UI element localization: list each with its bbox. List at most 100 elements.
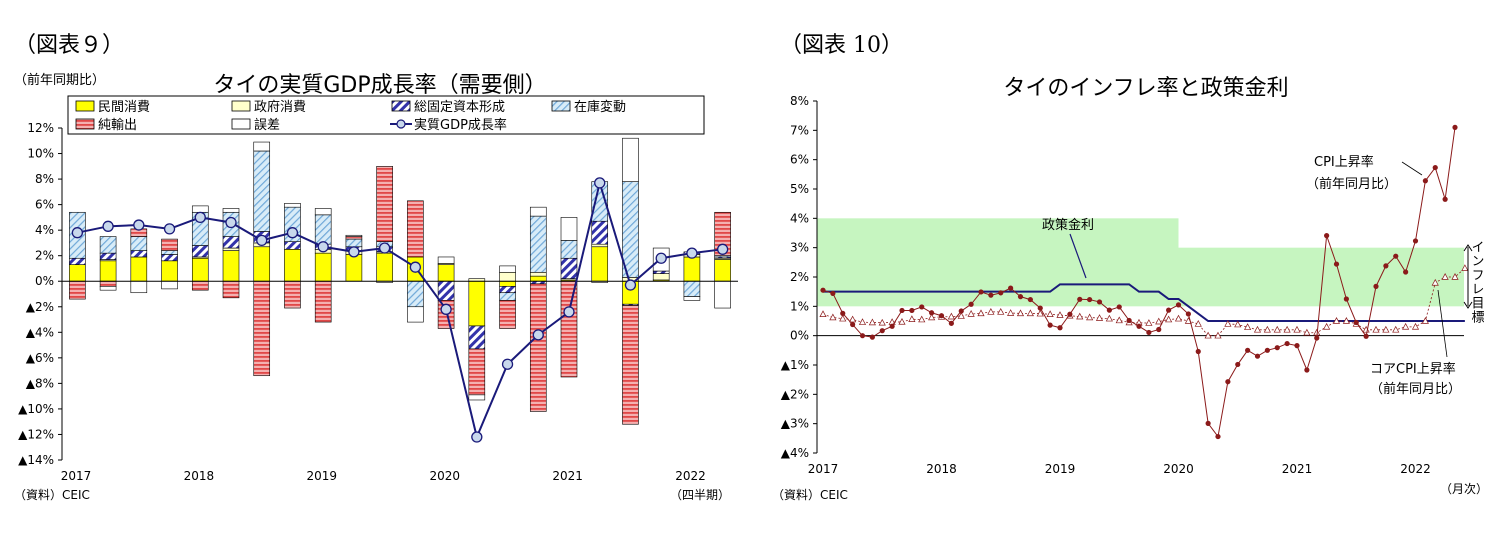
core-cpi-point bbox=[1431, 278, 1439, 286]
bar-error bbox=[284, 203, 301, 208]
cpi-point bbox=[1235, 361, 1241, 368]
legend-label-gfcf: 総固定資本形成 bbox=[414, 100, 505, 115]
core-cpi-point bbox=[1036, 309, 1044, 317]
gdp-point bbox=[655, 252, 667, 264]
bar-net_exports bbox=[222, 280, 240, 299]
target-band-arrow-down bbox=[1463, 301, 1473, 309]
gdp-point bbox=[348, 246, 360, 258]
cpi-point bbox=[1205, 420, 1211, 426]
core-cpi-point bbox=[957, 312, 965, 319]
gdp-point bbox=[440, 303, 452, 315]
cpi-point bbox=[1185, 311, 1191, 317]
bar-private bbox=[529, 275, 547, 282]
cpi-point bbox=[958, 308, 964, 314]
bar-error bbox=[468, 394, 486, 401]
bar-error bbox=[437, 256, 455, 264]
core-cpi-point bbox=[1105, 314, 1113, 322]
cpi-point bbox=[1314, 335, 1320, 341]
core-cpi-point bbox=[1007, 309, 1015, 316]
cpi-point bbox=[1284, 340, 1290, 347]
gdp-point bbox=[71, 227, 84, 239]
core-cpi-point bbox=[1332, 317, 1341, 324]
core-cpi-point bbox=[839, 314, 847, 322]
y-tick-label: ▲2% bbox=[26, 300, 54, 314]
bar-gfcf bbox=[161, 254, 178, 262]
cpi-point bbox=[1077, 296, 1083, 302]
bar-net_exports bbox=[499, 300, 516, 329]
cpi-point bbox=[968, 301, 974, 307]
core-cpi-point bbox=[898, 317, 906, 325]
core-cpi-point bbox=[1214, 331, 1222, 339]
cpi-point bbox=[1254, 353, 1261, 359]
core-cpi-point bbox=[1372, 325, 1380, 333]
bar-net_exports bbox=[529, 283, 547, 412]
cpi-point bbox=[1087, 296, 1093, 303]
y-tick-label: ▲14% bbox=[18, 453, 54, 467]
bar-inventory bbox=[161, 250, 178, 255]
gdp-point bbox=[225, 216, 237, 229]
x-tick-label-year: 2020 bbox=[429, 469, 460, 483]
inflation-chart-panel: （図表 10） タイのインフレ率と政策金利 8% 7% 6% 5% 4% 3% 2% 1% 0%… bbox=[750, 0, 1500, 543]
bar-error bbox=[499, 265, 516, 273]
cpi-point bbox=[1008, 285, 1014, 291]
gdp-point bbox=[716, 243, 729, 255]
y-tick-label: ▲1% bbox=[781, 358, 809, 372]
legend-swatch-government bbox=[231, 100, 251, 112]
bar-private bbox=[130, 256, 148, 282]
x-axis-label: （月次） bbox=[1440, 482, 1488, 496]
cpi-point bbox=[1136, 323, 1142, 329]
core-cpi-point bbox=[1263, 325, 1271, 333]
bar-net_exports bbox=[284, 280, 301, 309]
cpi-point bbox=[1057, 325, 1063, 331]
cpi-point bbox=[1353, 319, 1359, 326]
bar-gfcf bbox=[284, 241, 301, 250]
cpi-point bbox=[1096, 299, 1103, 305]
core-cpi-point bbox=[1441, 273, 1449, 280]
legend-item-government: 政府消費 bbox=[231, 100, 306, 115]
cpi-point bbox=[1324, 233, 1330, 239]
bar-net_exports bbox=[314, 280, 332, 323]
cpi-point bbox=[899, 307, 905, 314]
y-tick-label: 2% bbox=[790, 270, 809, 284]
cpi-point bbox=[1264, 347, 1270, 353]
cpi-point bbox=[1245, 347, 1251, 353]
bar-gfcf bbox=[130, 250, 148, 258]
cpi-point bbox=[1067, 311, 1073, 317]
core-cpi-point bbox=[918, 315, 926, 323]
bar-net_exports bbox=[560, 280, 578, 378]
bar-error bbox=[191, 205, 209, 213]
x-tick-label-year: 2022 bbox=[675, 469, 706, 483]
cpi-point bbox=[1403, 269, 1409, 275]
core-cpi-point bbox=[1026, 309, 1034, 317]
cpi-point bbox=[1304, 367, 1310, 373]
y-tick-label: ▲10% bbox=[18, 402, 54, 416]
core-cpi-point bbox=[1253, 325, 1262, 333]
bar-private bbox=[161, 260, 178, 282]
core-cpi-point bbox=[1303, 328, 1311, 336]
core-cpi-pointer bbox=[1437, 289, 1448, 358]
core-cpi-point bbox=[1382, 325, 1390, 333]
chart-title: タイの実質GDP成長率（需要側） bbox=[213, 73, 546, 98]
bar-private bbox=[683, 256, 701, 282]
core-cpi-point bbox=[1323, 322, 1331, 330]
bar-private bbox=[499, 280, 516, 287]
core-cpi-point bbox=[997, 307, 1005, 315]
bar-error bbox=[622, 137, 639, 182]
core-cpi-point bbox=[1046, 310, 1054, 318]
core-cpi-point bbox=[878, 318, 886, 326]
policy-rate-pointer bbox=[1069, 233, 1087, 279]
cpi-point bbox=[859, 333, 866, 339]
core-cpi-point bbox=[1244, 323, 1252, 330]
cpi-point bbox=[1037, 305, 1043, 311]
bar-gfcf bbox=[652, 270, 670, 274]
y-tick-label: ▲4% bbox=[781, 446, 809, 460]
x-tick-label-year: 2017 bbox=[808, 462, 839, 476]
figure-label: （図表 10） bbox=[780, 33, 903, 58]
legend-label-government: 政府消費 bbox=[254, 100, 306, 115]
cpi-point bbox=[1116, 304, 1122, 310]
x-tick-label-year: 2020 bbox=[1163, 462, 1194, 476]
bar-private bbox=[376, 252, 393, 282]
bar-private bbox=[284, 249, 301, 282]
legend-swatch-private bbox=[75, 100, 95, 112]
bar-error bbox=[560, 217, 578, 241]
